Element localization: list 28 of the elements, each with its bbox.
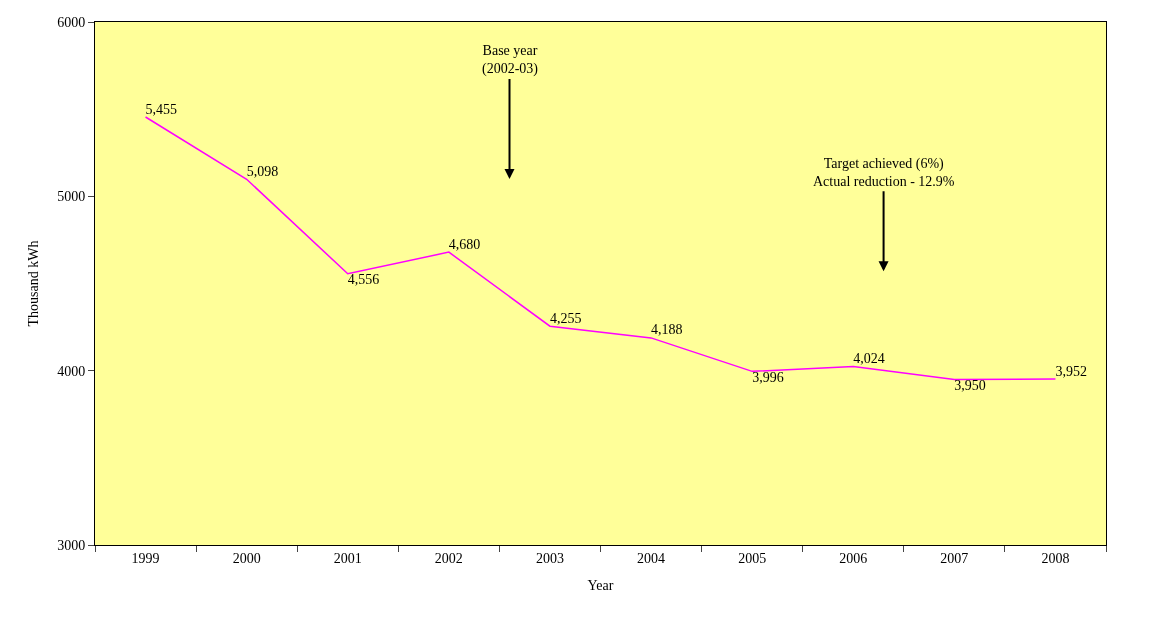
data-label: 4,188 (651, 322, 683, 338)
y-tick-label: 4000 (57, 363, 86, 379)
x-tick-label: 2008 (1041, 550, 1070, 566)
x-tick-label: 2007 (940, 550, 969, 566)
annotation: Target achieved (6%) Actual reduction - 12.9% (813, 156, 955, 190)
data-label: 5,098 (246, 163, 279, 179)
x-tick-label: 2004 (637, 550, 666, 566)
data-label: 3,996 (752, 369, 784, 385)
data-label: 3,950 (954, 377, 986, 393)
data-label: 4,024 (853, 350, 885, 366)
data-label: 3,952 (1055, 363, 1087, 379)
data-label: 5,455 (145, 101, 178, 117)
data-label: 4,680 (448, 236, 481, 252)
data-label: 4,556 (347, 272, 380, 288)
x-tick-label: 1999 (131, 550, 160, 566)
x-tick-label: 2000 (232, 550, 261, 566)
x-tick-label: 2005 (738, 550, 767, 566)
annotation: Base year (2002-03) (482, 43, 539, 78)
y-tick-label: 5000 (57, 189, 86, 205)
x-tick-label: 2002 (434, 550, 463, 566)
y-axis-title: Thousand kWh (25, 240, 41, 327)
x-tick-label: 2006 (839, 550, 868, 566)
data-label: 4,255 (549, 310, 582, 326)
x-tick-label: 2001 (333, 550, 362, 566)
x-tick-label: 2003 (535, 550, 564, 566)
y-tick-label: 6000 (57, 14, 86, 30)
x-axis-title: Year (587, 578, 614, 594)
y-tick-label: 3000 (57, 537, 86, 553)
